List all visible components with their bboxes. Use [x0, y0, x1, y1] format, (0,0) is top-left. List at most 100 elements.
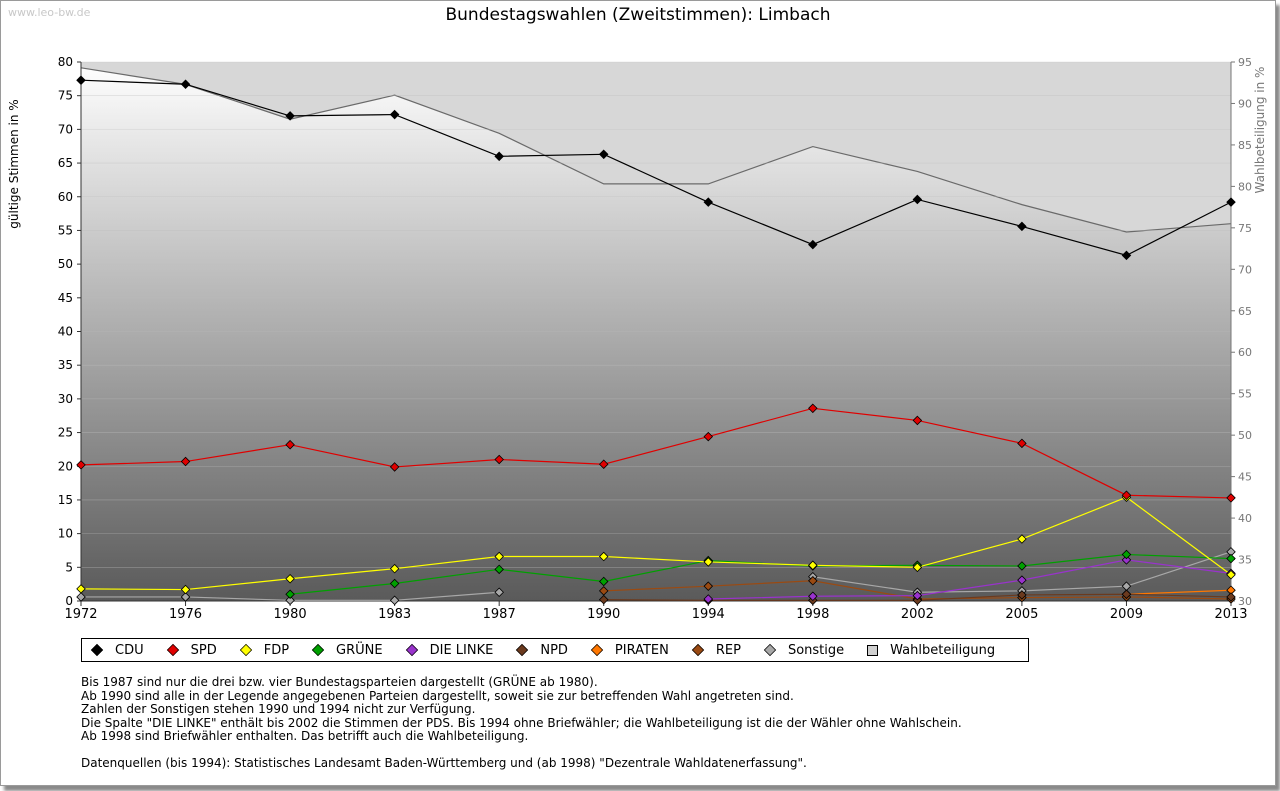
chart-svg: 0 5 10 15 20 25 30 35 40 45 50 55 60 65 70 75 80 30 35 40 45…	[7, 55, 1267, 622]
y2-tick-label: 80	[1238, 180, 1252, 193]
point-die-linke	[912, 590, 923, 601]
point-fdp	[703, 557, 714, 567]
y2-tick-label: 35	[1238, 554, 1252, 567]
point-cdu	[1226, 197, 1236, 207]
point-cdu	[285, 111, 295, 121]
legend-marker	[311, 643, 325, 657]
y-axis-label: gültige Stimmen in %	[7, 99, 21, 228]
legend-item: FDP	[239, 642, 290, 658]
point-cdu	[1017, 221, 1027, 232]
y-tick-label: 5	[65, 560, 73, 574]
legend-item: SPD	[166, 643, 217, 658]
legend-marker	[867, 644, 879, 656]
point-cdu	[598, 149, 609, 160]
point-npd	[1017, 590, 1027, 600]
point-fdp	[285, 574, 295, 584]
point-grüne	[285, 589, 295, 600]
point-grüne	[1226, 553, 1236, 564]
series-line-spd	[80, 407, 1232, 499]
x-tick-label: 1976	[169, 607, 202, 622]
y2-tick-label: 55	[1238, 388, 1252, 401]
x-tick-label: 1994	[692, 607, 725, 622]
x-tick-label: 2002	[901, 607, 934, 622]
legend-item: REP	[691, 642, 741, 658]
series-line-die-linke	[708, 559, 1232, 600]
y-tick-label: 60	[58, 190, 73, 204]
legend-marker	[516, 643, 529, 657]
point-sonstige	[389, 595, 400, 606]
point-grüne	[598, 576, 609, 587]
point-die-linke	[703, 594, 714, 604]
point-fdp	[912, 562, 923, 573]
x-tick-label: 1990	[587, 607, 620, 622]
legend-marker	[90, 643, 104, 657]
note-line: Ab 1998 sind Briefwähler enthalten. Das …	[81, 729, 529, 743]
point-spd	[598, 459, 609, 469]
point-sonstige	[180, 592, 191, 602]
x-tick-label: 2005	[1005, 607, 1038, 622]
point-die-linke	[1121, 555, 1132, 565]
legend-label: GRÜNE	[336, 642, 383, 658]
y-tick-label: 25	[58, 426, 73, 440]
legend-label: Sonstige	[787, 642, 845, 658]
legend-item: CDU	[90, 643, 144, 658]
x-tick-label: 1998	[796, 607, 829, 622]
y-tick-label: 0	[65, 594, 73, 608]
point-cdu	[389, 109, 400, 120]
point-die-linke	[1017, 575, 1027, 585]
legend-item: PIRATEN	[590, 642, 669, 658]
y-tick-label: 50	[58, 257, 73, 271]
point-npd	[598, 594, 609, 605]
point-npd	[1226, 592, 1236, 602]
point-sonstige	[494, 587, 504, 598]
point-fdp	[808, 560, 818, 571]
series-line-piraten	[1126, 589, 1232, 595]
y-tick-label: 45	[58, 291, 73, 305]
x-tick-label: 1972	[64, 607, 97, 622]
legend-label: PIRATEN	[614, 642, 669, 658]
x-tick-label: 2013	[1214, 607, 1247, 622]
point-spd	[1121, 490, 1132, 500]
chart-title: Bundestagswahlen (Zweitstimmen): Limbach	[445, 5, 831, 25]
source-note: Datenquellen (bis 1994): Statistisches L…	[81, 755, 807, 770]
point-fdp	[389, 563, 400, 574]
point-rep	[808, 576, 818, 586]
point-spd	[912, 415, 923, 426]
y-tick-label: 55	[58, 223, 73, 237]
y-tick-label: 15	[58, 493, 73, 507]
point-spd	[389, 462, 400, 472]
point-grüne	[1121, 549, 1132, 560]
point-spd	[494, 454, 504, 465]
point-cdu	[1121, 250, 1132, 261]
point-grüne	[389, 578, 400, 589]
legend-label: REP	[715, 642, 741, 658]
y-tick-label: 75	[58, 89, 73, 103]
series-line-fdp	[80, 496, 1232, 591]
legend-marker	[166, 643, 179, 657]
point-fdp	[76, 584, 86, 594]
point-cdu	[180, 79, 191, 89]
note-line: Die Spalte "DIE LINKE" enthält bis 2002 …	[81, 715, 962, 730]
point-spd	[180, 456, 191, 467]
y2-tick-label: 45	[1238, 471, 1252, 484]
point-rep	[703, 581, 714, 591]
point-spd	[285, 439, 295, 450]
point-fdp	[1017, 534, 1027, 544]
y-tick-label: 10	[58, 527, 73, 541]
y2-tick-label: 90	[1238, 97, 1252, 110]
legend: CDU SPD FDP GRÜNE DIE LINKE NPD PIRATEN REP Sons…	[81, 638, 1029, 662]
y-tick-label: 65	[58, 156, 73, 170]
legend-label: FDP	[263, 642, 290, 658]
notes: Bis 1987 sind nur die drei bzw. vier Bun…	[81, 675, 962, 770]
point-spd	[1017, 438, 1027, 449]
note-line: Zahlen der Sonstigen stehen 1990 und 199…	[81, 702, 476, 716]
series-line-cdu	[80, 79, 1232, 257]
y-tick-label: 80	[58, 55, 73, 69]
point-fdp	[598, 551, 609, 562]
point-spd	[1226, 493, 1236, 503]
y-tick-label: 35	[58, 358, 73, 372]
x-tick-label: 1987	[483, 607, 516, 622]
point-spd	[76, 460, 86, 470]
turnout-line	[80, 67, 1232, 233]
